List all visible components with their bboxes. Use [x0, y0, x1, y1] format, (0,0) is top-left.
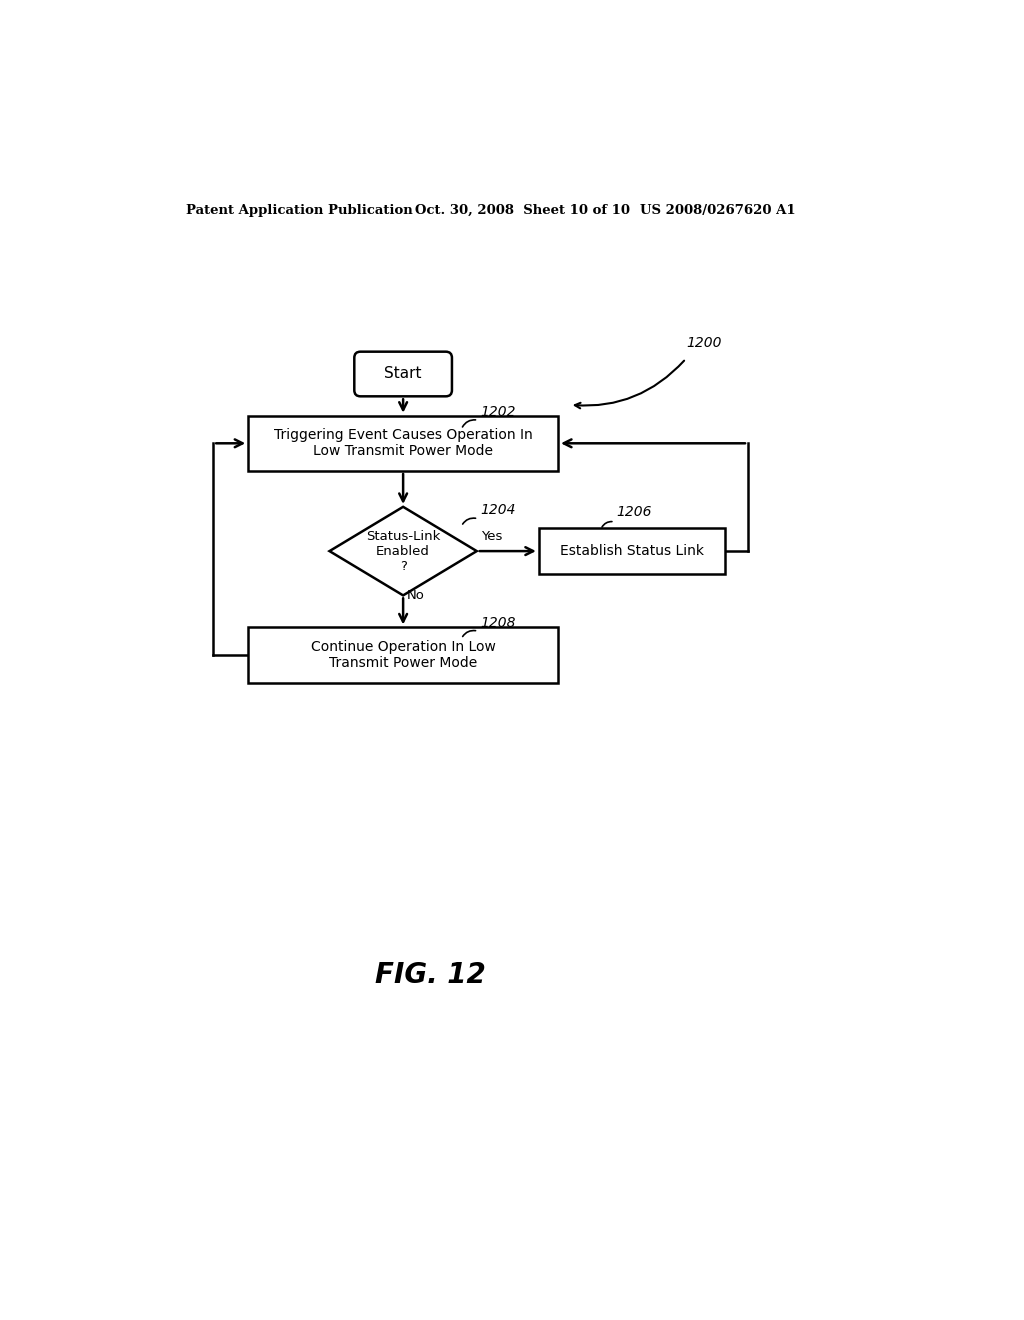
Bar — [539, 528, 725, 574]
Text: 1202: 1202 — [480, 405, 516, 420]
Text: US 2008/0267620 A1: US 2008/0267620 A1 — [640, 205, 795, 218]
Bar — [248, 627, 558, 682]
Text: Establish Status Link: Establish Status Link — [560, 544, 703, 558]
Text: 1200: 1200 — [686, 337, 722, 350]
Text: 1208: 1208 — [480, 615, 516, 630]
FancyBboxPatch shape — [354, 351, 452, 396]
Text: No: No — [407, 589, 425, 602]
Polygon shape — [330, 507, 477, 595]
Bar — [248, 416, 558, 471]
Text: Oct. 30, 2008  Sheet 10 of 10: Oct. 30, 2008 Sheet 10 of 10 — [415, 205, 630, 218]
Text: Yes: Yes — [480, 531, 502, 544]
Text: Triggering Event Causes Operation In
Low Transmit Power Mode: Triggering Event Causes Operation In Low… — [273, 428, 532, 458]
Text: Continue Operation In Low
Transmit Power Mode: Continue Operation In Low Transmit Power… — [310, 640, 496, 671]
Text: 1206: 1206 — [616, 506, 651, 520]
Text: Patent Application Publication: Patent Application Publication — [186, 205, 413, 218]
Text: Status-Link
Enabled
?: Status-Link Enabled ? — [366, 529, 440, 573]
Text: Start: Start — [384, 367, 422, 381]
Text: FIG. 12: FIG. 12 — [375, 961, 485, 989]
Text: 1204: 1204 — [480, 503, 516, 517]
